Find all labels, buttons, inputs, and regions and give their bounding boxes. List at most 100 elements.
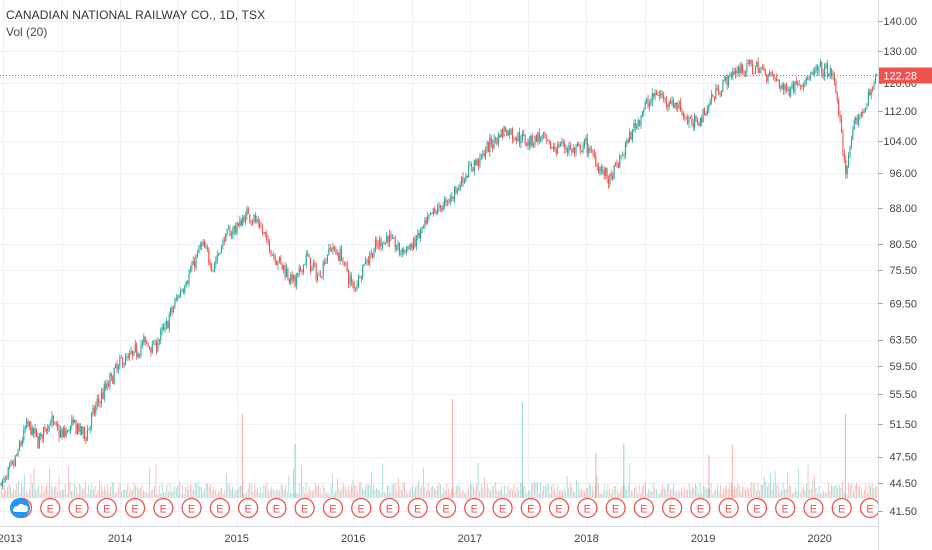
candle-body [23,429,25,440]
earnings-marker[interactable]: E [577,497,598,519]
earnings-marker[interactable]: E [209,497,231,519]
candle-body [263,232,265,233]
earnings-marker[interactable]: E [435,497,457,519]
earnings-marker[interactable]: E [492,497,513,519]
candle-body [381,243,384,248]
candle-body [78,423,80,432]
earnings-marker[interactable]: E [407,497,428,519]
earnings-marker[interactable]: E [690,497,711,519]
volume-bar [330,483,332,498]
volume-bar [645,482,646,498]
earnings-marker[interactable]: E [831,497,852,519]
candle-body [845,159,847,175]
candle-body [325,261,327,264]
volume-bar [626,489,628,498]
volume-bar [83,487,85,498]
volume-bar [695,483,696,498]
candle-body [198,246,200,254]
earnings-marker[interactable]: E [633,497,655,519]
volume-bar [868,483,870,498]
volume-bar [100,484,102,498]
volume-bar [166,484,168,498]
volume-bar [407,493,409,498]
earnings-marker[interactable]: E [746,497,768,519]
earnings-marker[interactable]: E [181,497,202,519]
candle-body [438,205,440,208]
earnings-marker-circle [803,497,824,519]
volume-bar [565,492,567,498]
earnings-marker[interactable]: E [266,497,287,519]
candle-body [598,166,600,174]
earnings-marker[interactable]: E [605,497,626,519]
earnings-marker[interactable]: E [124,497,146,519]
candle-body [800,84,802,87]
volume-bar [296,493,298,498]
earnings-marker[interactable]: E [68,497,89,519]
candle-body [329,248,331,250]
earnings-marker[interactable]: E [379,497,400,519]
candle-body [794,81,796,92]
volume-bar [68,466,69,498]
earnings-marker[interactable]: E [548,497,570,519]
candle-body [219,252,221,254]
candle-body [13,463,15,466]
volume-bar [637,492,638,498]
candle-body [98,398,100,403]
candle-body [376,240,378,246]
volume-bar [91,483,93,498]
earnings-marker[interactable]: E [803,497,824,519]
volume-bar [260,487,262,498]
earnings-marker[interactable]: E [351,497,372,519]
earnings-marker[interactable]: E [322,497,344,519]
candle-body [792,83,795,92]
volume-bar [641,485,643,498]
candle-body [679,101,682,112]
volume-bar [555,493,557,498]
volume-bar [427,483,429,498]
candle-body [756,62,758,67]
candle-body [57,423,59,429]
candle-body [671,100,673,104]
volume-bar [164,492,166,498]
earnings-marker[interactable]: E [153,497,174,519]
candle-body [455,186,457,193]
earnings-marker[interactable]: E [661,497,683,519]
volume-bar [815,488,817,498]
volume-bar [530,484,532,498]
earnings-marker-circle [464,497,485,519]
volume-bar [265,485,266,498]
candle-body [781,84,783,89]
candle-body [235,226,237,233]
earnings-marker[interactable]: E [520,497,541,519]
earnings-marker[interactable]: E [775,497,796,519]
earnings-marker[interactable]: E [237,497,259,519]
candle-body [534,135,536,144]
earnings-marker[interactable]: E [718,497,739,519]
volume-bar [268,491,269,498]
volume-bar [788,484,790,498]
earnings-marker[interactable]: E [294,497,315,519]
earnings-marker[interactable]: E [859,497,881,519]
candle-body [866,105,868,108]
volume-bar [802,486,804,498]
earnings-marker[interactable]: E [40,497,61,519]
volume-bar [596,475,598,498]
volume-bar [285,485,287,498]
candle-body [31,427,33,436]
volume-bar [280,484,282,498]
volume-bar [687,490,689,498]
volume-bar [444,489,446,498]
earnings-marker[interactable]: E [96,497,117,519]
candle-body [744,72,747,74]
volume-bar [103,486,105,498]
candle-body [716,88,718,90]
candle-body [164,325,166,330]
candle-body [115,364,117,369]
earnings-marker-circle [746,497,768,519]
earnings-marker[interactable]: E [464,497,485,519]
volume-bar [338,487,340,498]
candle-body [362,265,364,278]
candle-body [565,148,567,150]
candle-body [814,70,816,75]
